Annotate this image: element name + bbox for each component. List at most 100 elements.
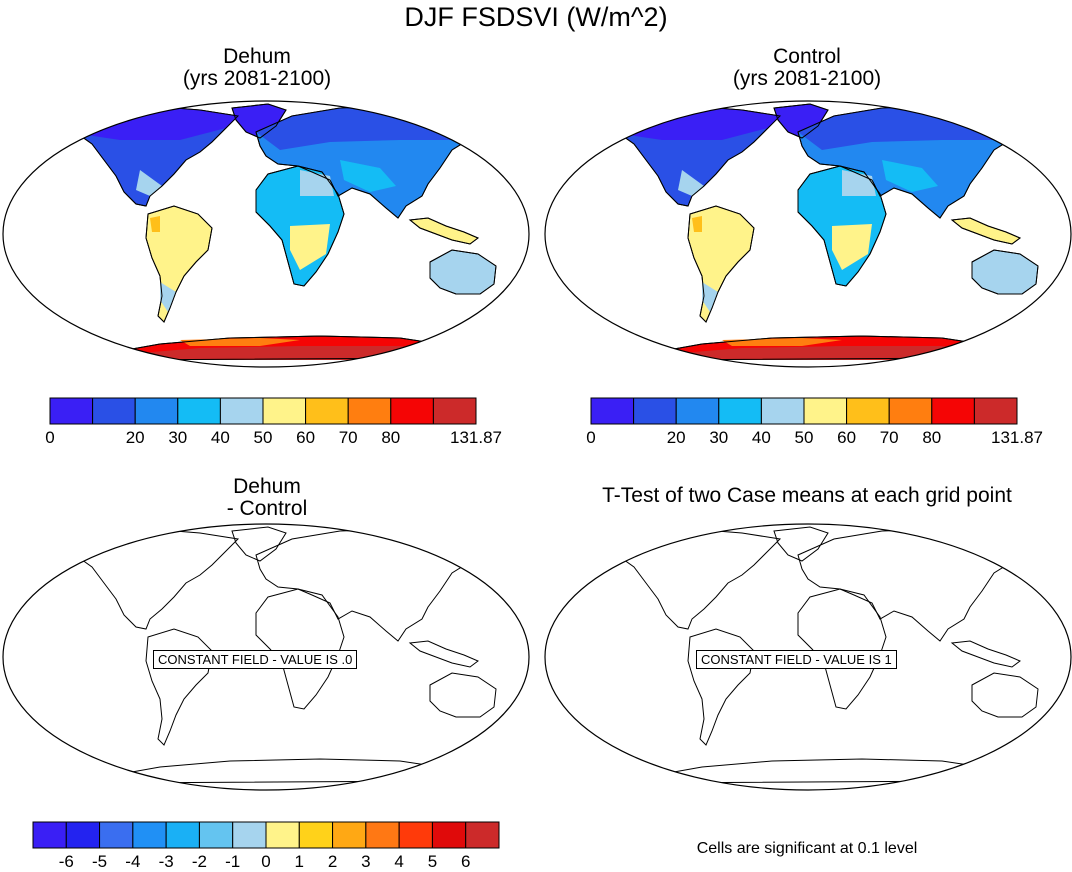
- colorbar-swatch: [931, 397, 975, 425]
- panel-title-line2: - Control: [226, 497, 308, 520]
- colorbar-swatch: [332, 821, 367, 849]
- colorbar-swatch: [298, 821, 334, 849]
- coastline-africa: [797, 165, 887, 287]
- map-border: [2, 523, 530, 791]
- map-border: [544, 100, 1072, 368]
- colorbar-dehum: [49, 397, 477, 425]
- continent-australia: [429, 672, 497, 718]
- continent-south-america: [145, 628, 213, 746]
- colorbar-swatch: [132, 821, 167, 849]
- continent-indonesia: [408, 640, 479, 668]
- field-patch: [290, 224, 330, 270]
- colorbar-tick-label: 30: [709, 428, 729, 447]
- continent-greenland: [773, 526, 829, 562]
- colorbar-swatch: [633, 397, 677, 425]
- colorbar-tick-label: 5: [427, 852, 438, 871]
- panel-title-difference: Dehum - Control: [67, 476, 467, 520]
- colorbar-swatch: [198, 821, 234, 849]
- continent-north-america: [67, 528, 240, 630]
- significance-note: Cells are significant at 0.1 level: [696, 840, 918, 857]
- colorbar-tick-label: 1: [294, 852, 305, 871]
- colorbar-swatch: [347, 397, 392, 425]
- colorbar-swatch: [390, 397, 434, 425]
- colorbar-tick-label: 131.87: [450, 428, 502, 447]
- colorbar-swatch: [65, 821, 101, 849]
- panel-title-control: Control (yrs 2081-2100): [607, 46, 1007, 90]
- colorbar-tick-label: 70: [879, 428, 899, 447]
- continent-north-america: [609, 528, 782, 630]
- panel-title-line1: Dehum: [233, 475, 301, 498]
- colorbar-swatch: [49, 397, 94, 425]
- coastline-australia: [971, 249, 1039, 295]
- field-patch: [832, 224, 872, 270]
- coastline-australia: [429, 249, 497, 295]
- colorbar-tick-label: 50: [253, 428, 273, 447]
- colorbar-tick-label: -5: [92, 852, 108, 871]
- panel-title-line2: (yrs 2081-2100): [182, 67, 332, 90]
- colorbar-tick-label: 80: [381, 428, 401, 447]
- colorbar-swatch: [846, 397, 890, 425]
- colorbar-swatch: [760, 397, 805, 425]
- colorbar-tick-label: 6: [460, 852, 471, 871]
- coastline-africa: [255, 165, 345, 287]
- continent-africa: [255, 588, 345, 710]
- constant-field-label: CONSTANT FIELD - VALUE IS .0: [153, 650, 358, 669]
- panel-title-ttest: T-Test of two Case means at each grid po…: [542, 485, 1072, 507]
- colorbar-tick-label: -1: [225, 852, 241, 871]
- constant-field-label: CONSTANT FIELD - VALUE IS 1: [696, 650, 897, 669]
- coastline-indonesia: [408, 217, 479, 245]
- colorbar-swatch: [305, 397, 349, 425]
- map-border: [2, 100, 530, 368]
- colorbar-tick-label: 0: [586, 428, 596, 447]
- colorbar-tick-label: 0: [261, 852, 271, 871]
- field-patch: [678, 170, 704, 196]
- colorbar-tick-label: -2: [191, 852, 207, 871]
- colorbar-swatch: [973, 397, 1018, 425]
- colorbar-tick-label: 4: [394, 852, 404, 871]
- continent-africa: [797, 588, 887, 710]
- colorbar-tick-label: 60: [296, 428, 316, 447]
- colorbar-swatch: [718, 397, 762, 425]
- coastline-south-america: [687, 205, 755, 323]
- colorbar-tick-label: 50: [794, 428, 814, 447]
- colorbar-difference: [32, 821, 500, 849]
- panel-title-line1: T-Test of two Case means at each grid po…: [602, 484, 1012, 507]
- continent-indonesia: [950, 640, 1021, 668]
- colorbar-tick-label: -3: [158, 852, 174, 871]
- continent-south-america: [687, 628, 755, 746]
- colorbar-swatch: [165, 821, 200, 849]
- map-control: [544, 100, 1072, 368]
- continent-europe-asia: [797, 528, 1021, 642]
- colorbar-swatch: [398, 821, 433, 849]
- colorbar-control: [590, 397, 1018, 425]
- continent-antarctica: [103, 758, 441, 784]
- colorbar-tick-label: 2: [327, 852, 338, 871]
- figure-title: DJF FSDSVI (W/m^2): [404, 2, 668, 32]
- map-difference: [2, 523, 530, 791]
- colorbar-tick-label: 70: [338, 428, 358, 447]
- field-patch: [104, 346, 440, 360]
- colorbar-swatch: [432, 397, 477, 425]
- continent-europe-asia: [255, 528, 479, 642]
- colorbar-tick-label: 20: [125, 428, 145, 447]
- colorbar-swatch: [99, 821, 134, 849]
- coastline-antarctica: [103, 335, 441, 361]
- colorbar-swatch: [219, 397, 264, 425]
- field-patch: [692, 216, 702, 232]
- colorbar-tick-label: -4: [125, 852, 141, 871]
- continent-australia: [971, 672, 1039, 718]
- colorbar-tick-label: 80: [922, 428, 942, 447]
- colorbar-tick-label: 3: [361, 852, 371, 871]
- continent-indonesia: [408, 217, 479, 245]
- colorbar-swatch: [265, 821, 300, 849]
- continent-indonesia: [950, 217, 1021, 245]
- map-border: [544, 523, 1072, 791]
- colorbar-tick-label: 20: [666, 428, 686, 447]
- colorbar-swatch: [32, 821, 67, 849]
- field-patch: [340, 160, 396, 192]
- coastline-antarctica: [645, 335, 983, 361]
- colorbar-swatch: [803, 397, 848, 425]
- panel-title-line2: (yrs 2081-2100): [732, 67, 882, 90]
- field-patch: [160, 282, 176, 312]
- field-patch: [702, 282, 718, 312]
